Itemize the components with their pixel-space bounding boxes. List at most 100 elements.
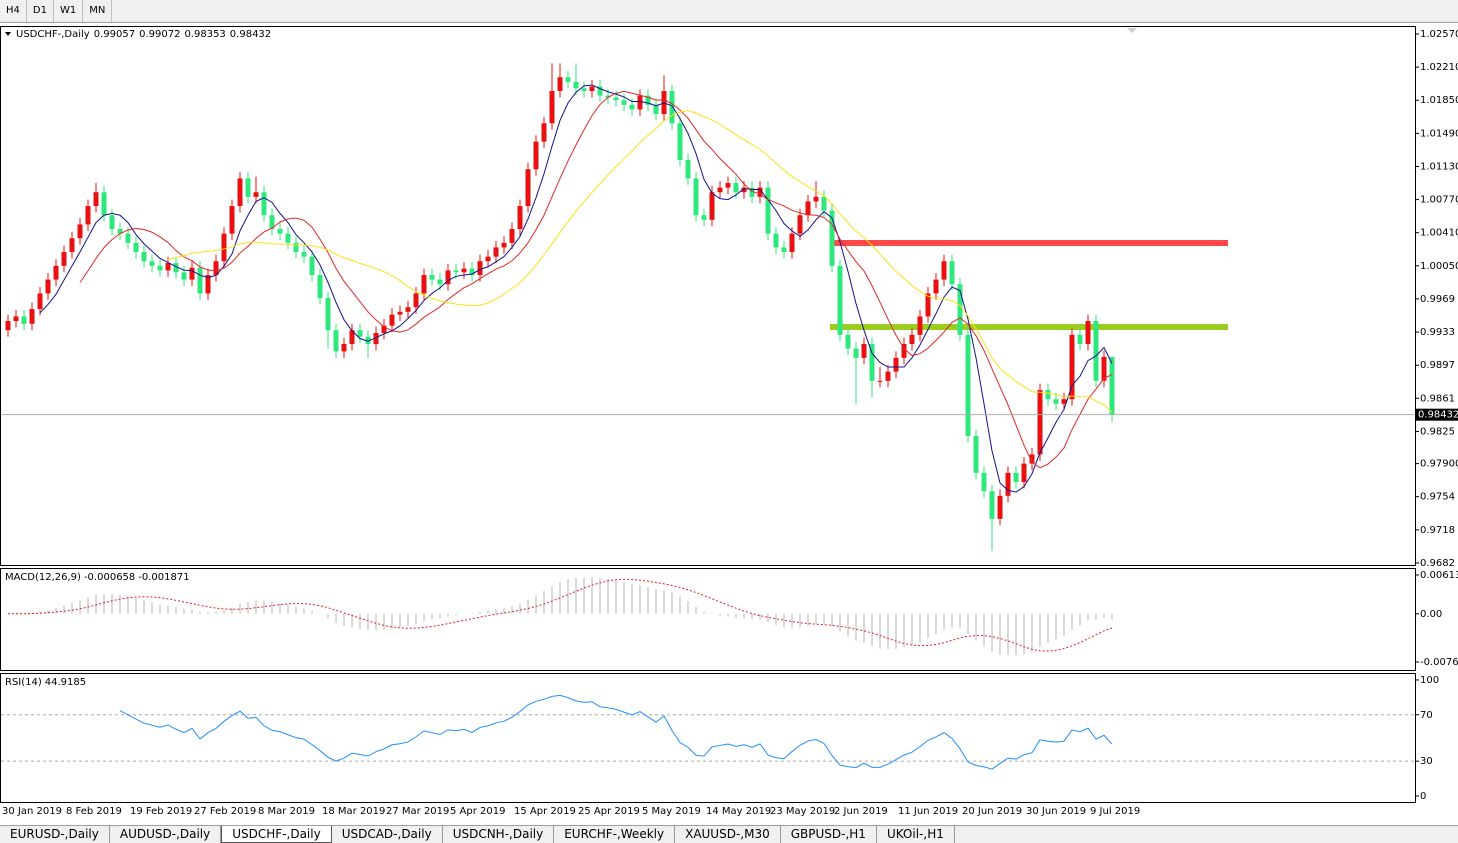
price-tag-label: 0.98432 [1418, 410, 1458, 421]
candle-body [293, 242, 299, 253]
candle-body [901, 344, 907, 358]
candle-body [605, 95, 611, 98]
candle-body [221, 233, 227, 262]
candle-body [589, 86, 595, 92]
candle-body [1069, 334, 1075, 400]
ohlc-value: 0.99057 [94, 29, 135, 40]
x-tick-label: 27 Feb 2019 [194, 806, 256, 817]
candle-body [1045, 390, 1051, 400]
y-tick-label: 0.9825 [1420, 426, 1455, 437]
candle-body [981, 472, 987, 492]
candle-body [1013, 472, 1019, 483]
chart-tab[interactable]: AUDUSD-,Daily [110, 826, 222, 843]
candle-body [373, 332, 379, 345]
candle-body [709, 192, 715, 220]
candle-body [773, 233, 779, 248]
timeframe-button[interactable]: H4 [0, 0, 27, 22]
candle-body [861, 344, 867, 358]
x-tick-label: 2 Jun 2019 [834, 806, 888, 817]
candle-body [669, 91, 675, 124]
macd-value: -0.000658 [84, 572, 135, 583]
candle-body [1037, 390, 1043, 455]
candle-body [557, 77, 563, 92]
candle-body [525, 169, 531, 207]
x-tick-label: 15 Apr 2019 [514, 806, 576, 817]
candle-body [781, 247, 787, 253]
candle-body [237, 178, 243, 207]
candle-body [229, 206, 235, 234]
candle-body [189, 267, 195, 280]
chart-tab[interactable]: XAUUSD-,M30 [675, 826, 781, 843]
candle-body [549, 91, 555, 124]
candle-body [421, 275, 427, 294]
candle-body [429, 275, 435, 280]
candle-body [725, 183, 731, 188]
candle-body [309, 256, 315, 276]
candle-body [477, 261, 483, 276]
candle-body [13, 316, 19, 322]
shift-marker [1127, 28, 1137, 33]
candle-body [1093, 321, 1099, 381]
candle-body [837, 265, 843, 335]
rsi-tick-label: 70 [1420, 710, 1433, 721]
candle-body [29, 309, 35, 324]
candle-body [973, 436, 979, 473]
y-tick-label: 0.9861 [1420, 393, 1455, 404]
candle-body [541, 123, 547, 142]
timeframe-button[interactable]: W1 [54, 0, 84, 22]
y-tick-label: 1.02210 [1420, 62, 1458, 73]
candle-body [117, 229, 123, 234]
candle-body [765, 187, 771, 234]
candle-body [621, 100, 627, 105]
chart-tab[interactable]: GBPUSD-,H1 [781, 826, 877, 843]
symbol-header: USDCHF-,Daily 0.99057 0.99072 0.98353 0.9843… [16, 29, 271, 40]
rsi-frame [0, 673, 1416, 803]
candle-body [989, 491, 995, 519]
candle-body [1061, 399, 1067, 404]
candle-body [749, 187, 755, 197]
candle-body [469, 268, 475, 276]
chart-tab[interactable]: USDCHF-,Daily [221, 826, 332, 843]
y-tick-label: 0.9897 [1420, 360, 1455, 371]
candle-body [573, 81, 579, 89]
candle-body [741, 187, 747, 193]
candle-body [1053, 399, 1059, 404]
candle-body [757, 187, 763, 197]
x-tick-label: 14 May 2019 [706, 806, 771, 817]
candle-body [885, 371, 891, 381]
chart-tab[interactable]: USDCNH-,Daily [443, 826, 555, 843]
chart-tab[interactable]: USDCAD-,Daily [332, 826, 443, 843]
chart-tab[interactable]: UKOil-,H1 [877, 826, 955, 843]
candle-body [677, 123, 683, 161]
candle-body [413, 293, 419, 308]
candle-body [349, 330, 355, 345]
timeframe-button[interactable]: D1 [27, 0, 54, 22]
moving-average [79, 90, 1113, 469]
candle-body [277, 229, 283, 234]
candle-body [805, 201, 811, 216]
chart-tab[interactable]: EURCHF-,Weekly [554, 826, 676, 843]
candle-body [365, 336, 371, 345]
moving-average [167, 110, 1113, 413]
chart-tab[interactable]: EURUSD-,Daily [0, 826, 110, 843]
candle-body [597, 86, 603, 96]
candle-body [717, 187, 723, 193]
candle-body [173, 263, 179, 273]
candle-body [141, 252, 147, 262]
candle-body [493, 247, 499, 257]
macd-tick-label: 0.00 [1420, 609, 1442, 620]
candle-body [685, 160, 691, 179]
timeframe-bar: H4 D1 W1 MN [0, 0, 1458, 23]
candle-body [341, 344, 347, 352]
candle-body [1109, 357, 1115, 415]
candle-body [653, 104, 659, 115]
timeframe-button[interactable]: MN [83, 0, 113, 22]
chart-tabs: EURUSD-,Daily AUDUSD-,Daily USDCHF-,Daily U… [0, 825, 1458, 843]
candle-body [813, 196, 819, 202]
candle-body [853, 348, 859, 358]
rsi-value: 44.9185 [45, 677, 86, 688]
candle-body [1029, 454, 1035, 464]
candle-body [693, 178, 699, 216]
candle-body [405, 307, 411, 312]
y-tick-label: 0.9718 [1420, 525, 1455, 536]
